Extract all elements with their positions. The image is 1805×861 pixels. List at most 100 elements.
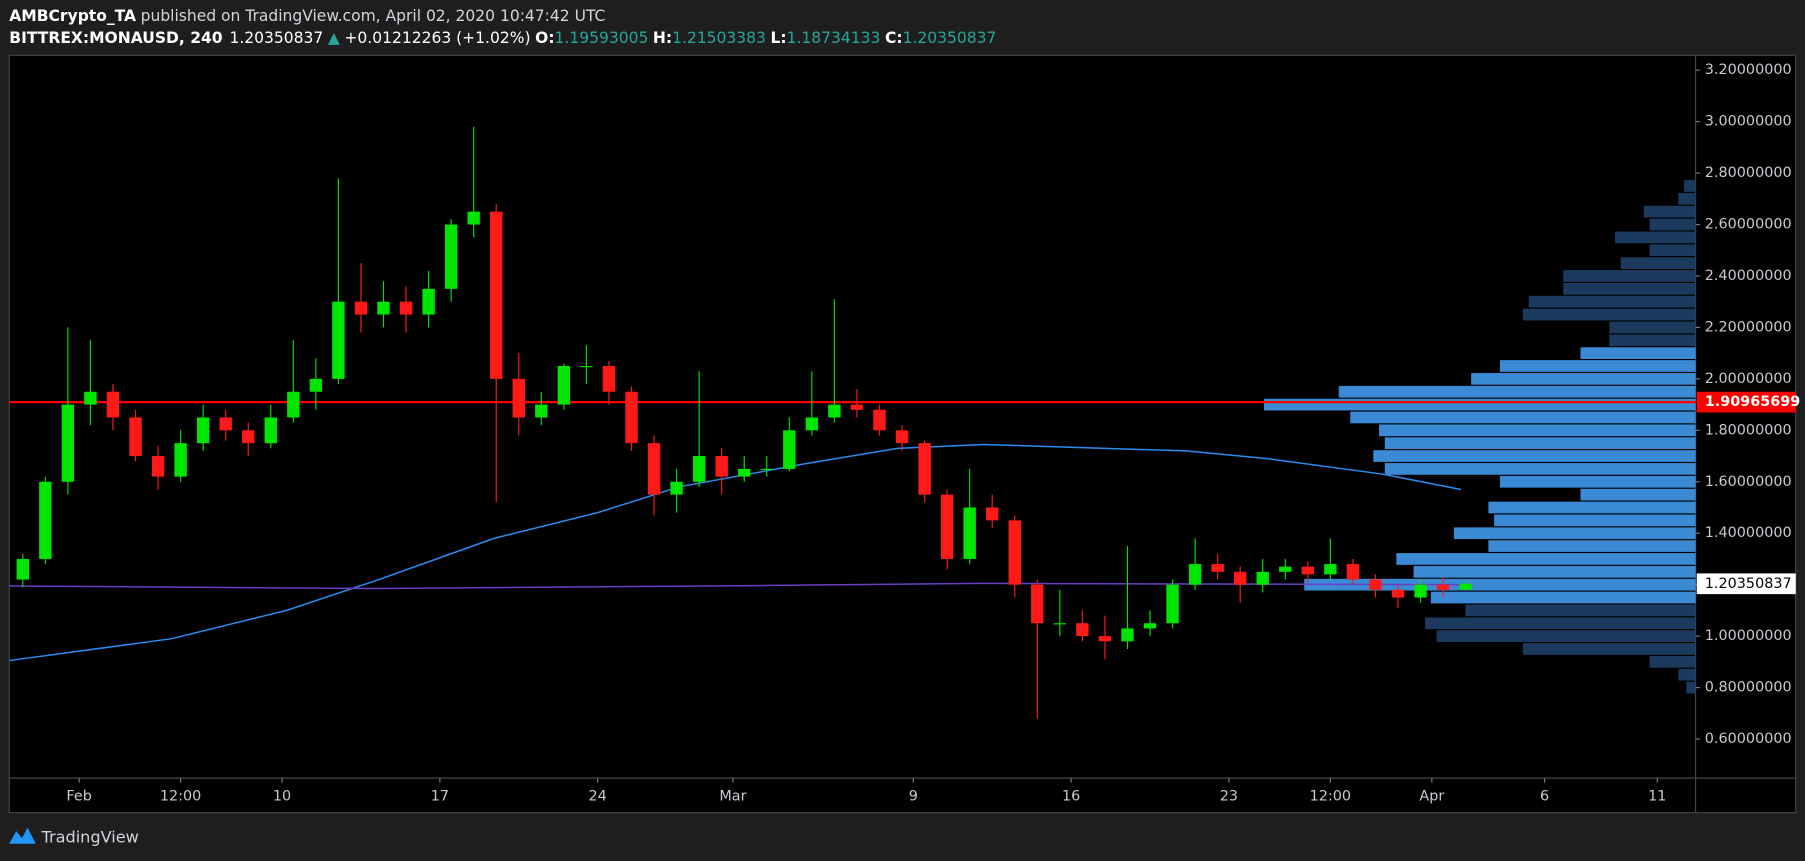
candle-body	[242, 430, 255, 444]
candle-body	[1414, 584, 1427, 598]
candle-body	[1279, 566, 1292, 572]
footer-logo[interactable]: TradingView	[9, 827, 139, 846]
y-tick-label: 2.00000000	[1705, 371, 1792, 387]
volume-profile-bar	[1649, 218, 1696, 231]
volume-profile-bar	[1684, 180, 1696, 192]
volume-profile-bar	[1563, 282, 1696, 295]
candle-body	[1211, 564, 1224, 572]
y-tick-label: 2.40000000	[1705, 268, 1792, 284]
candle-body	[557, 366, 571, 405]
volume-profile-bar	[1350, 411, 1696, 424]
y-tick-label: 3.20000000	[1705, 62, 1792, 78]
candle-body	[1076, 623, 1089, 637]
volume-profile-bar	[1609, 321, 1696, 334]
candle-body	[1346, 564, 1360, 580]
candle-body	[1459, 583, 1472, 590]
volume-profile-bar	[1580, 347, 1696, 360]
candle-body	[647, 443, 661, 495]
y-tick-label: 1.60000000	[1705, 474, 1792, 490]
x-tick-label: Feb	[66, 789, 91, 805]
arrow: ▲	[328, 28, 340, 46]
y-tick-label: 3.00000000	[1705, 114, 1792, 130]
candle-body	[986, 507, 999, 521]
x-tick-label: 23	[1220, 789, 1238, 805]
x-tick-label: 12:00	[160, 789, 201, 805]
volume-profile-bar	[1522, 643, 1696, 655]
last-price: 1.20350837	[230, 28, 324, 46]
ohlc-value: 1.18734133	[787, 28, 881, 46]
published: published on TradingView.com, April 02, …	[141, 7, 606, 25]
last-price-box	[1696, 573, 1796, 595]
plot-area	[9, 126, 1696, 719]
candle-body	[196, 417, 210, 444]
candle-body	[1031, 584, 1044, 624]
candle-body	[309, 378, 323, 392]
x-tick-label: 11	[1648, 789, 1666, 805]
candle-body	[1391, 589, 1405, 598]
brand: TradingView	[41, 827, 139, 846]
candle-body	[602, 366, 616, 392]
candle-body	[106, 391, 120, 418]
volume-profile-bar	[1528, 295, 1696, 308]
candle-body	[444, 224, 458, 289]
volume-profile-bar	[1580, 488, 1696, 501]
x-tick-label: 16	[1062, 789, 1080, 805]
candle-body	[535, 404, 548, 418]
y-tick-label: 1.00000000	[1705, 628, 1792, 644]
candle-body	[16, 558, 29, 580]
candle-body	[963, 507, 976, 559]
candle-body	[692, 456, 706, 482]
logo-icon	[9, 827, 36, 844]
candle-body	[1166, 584, 1179, 624]
volume-profile-bar	[1465, 604, 1696, 617]
x-tick-label: Apr	[1419, 789, 1444, 805]
candle-body	[940, 494, 954, 559]
candle-body	[399, 301, 413, 315]
volume-profile-bar	[1686, 681, 1696, 694]
ohlc-label: C:	[885, 28, 903, 46]
candle-body	[422, 288, 435, 315]
volume-profile-bar	[1304, 578, 1696, 591]
candle-body	[84, 391, 97, 405]
level-label: 1.90965699	[1705, 394, 1800, 410]
candle-body	[219, 417, 232, 431]
volume-profile-bar	[1384, 437, 1696, 450]
candle-body	[129, 417, 142, 457]
volume-profile-bar	[1499, 475, 1696, 488]
y-tick-label: 2.80000000	[1705, 165, 1792, 181]
candle-body	[1324, 564, 1337, 575]
candle-body	[1098, 636, 1112, 642]
header-line-2: BITTREX:MONAUSD, 240 1.20350837 ▲ +0.012122…	[9, 28, 996, 46]
volume-profile-bar	[1379, 424, 1696, 437]
volume-profile-bar	[1649, 244, 1696, 257]
candle-body	[760, 468, 773, 471]
x-tick-label: 12:00	[1310, 789, 1351, 805]
volume-profile-bar	[1430, 591, 1696, 604]
candle-body	[1301, 566, 1315, 575]
volume-profile-bar	[1678, 668, 1696, 681]
candle-body	[1436, 584, 1450, 590]
candle-body	[354, 301, 368, 315]
candle-body	[332, 301, 345, 379]
volume-profile-bar	[1373, 450, 1696, 462]
candle-body	[151, 456, 165, 477]
ohlc-label: H:	[653, 28, 672, 46]
volume-profile-bar	[1488, 540, 1696, 552]
x-tick-label: Mar	[719, 789, 746, 805]
candle-body	[1008, 520, 1021, 585]
candle-body	[467, 211, 480, 225]
y-tick-label: 1.40000000	[1705, 525, 1792, 541]
volume-profile-bar	[1384, 463, 1696, 475]
volume-profile-bar	[1494, 514, 1696, 527]
volume-profile-bar	[1263, 398, 1696, 411]
x-tick-label: 10	[273, 789, 291, 805]
candle-body	[1369, 579, 1382, 590]
x-tick-label: 24	[589, 789, 607, 805]
volume-profile-bar	[1396, 553, 1696, 565]
candle-body	[895, 430, 909, 444]
volume-profile-bar	[1436, 630, 1696, 642]
ohlc-label: O:	[535, 28, 554, 46]
candle-body	[512, 378, 525, 418]
candle-body	[873, 409, 886, 431]
